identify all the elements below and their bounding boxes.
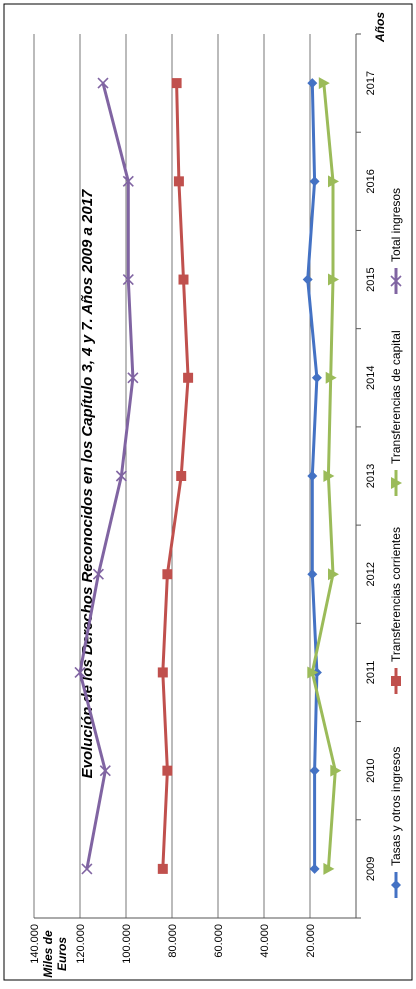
legend-label: Transferencias corrientes <box>389 527 403 662</box>
x-tick-label: 2012 <box>365 562 377 586</box>
legend-swatch-marker <box>391 880 401 890</box>
series-4-point <box>122 175 134 187</box>
series-2-point <box>176 471 187 481</box>
series-3-point <box>307 666 319 679</box>
series-1-point <box>309 765 320 776</box>
legend-label: Transferencias de capital <box>389 330 403 464</box>
series-2-point <box>183 372 194 383</box>
chart-border <box>3 3 413 981</box>
y-axis-label-line2: Euros <box>55 937 69 971</box>
x-tick-label: 2013 <box>365 464 377 488</box>
series-2-point <box>171 78 182 89</box>
series-1-point <box>302 274 313 285</box>
chart-title: Evolución de los Derechos Reconocidos en… <box>79 189 96 778</box>
x-tick-label: 2016 <box>365 169 377 193</box>
series-2-point <box>157 863 168 874</box>
series-4-point <box>92 568 104 580</box>
series-4-point <box>115 470 127 482</box>
y-tick-label: 80.000 <box>167 924 179 958</box>
series-1-point <box>309 863 320 874</box>
y-axis-label: Miles de <box>41 930 55 978</box>
series-1-point <box>307 569 318 580</box>
x-tick-label: 2011 <box>365 661 377 685</box>
series-3-point <box>330 764 342 777</box>
series-4-point <box>99 765 111 777</box>
legend-swatch-marker <box>390 275 402 287</box>
series-3-point <box>328 175 339 188</box>
series-3-point <box>323 470 335 482</box>
series-4-point <box>127 372 139 384</box>
y-tick-label: 140.000 <box>29 924 41 964</box>
series-2-point <box>173 176 184 187</box>
series-4-point <box>74 666 86 679</box>
y-tick-label: 20.000 <box>305 924 317 958</box>
legend-label: Tasas y otros ingresos <box>389 747 403 866</box>
series-4-point <box>81 863 93 875</box>
x-tick-label: 2014 <box>365 366 377 390</box>
series-2-point <box>157 667 168 678</box>
y-tick-label: 100.000 <box>121 924 133 964</box>
series-2-point <box>162 569 173 580</box>
x-axis-label: Años <box>373 12 387 43</box>
x-tick-label: 2009 <box>365 857 377 881</box>
y-tick-label: 120.000 <box>75 924 87 964</box>
x-tick-label: 2010 <box>365 758 377 782</box>
series-2-point <box>162 765 173 776</box>
x-tick-label: 2015 <box>365 267 377 291</box>
series-3-point <box>325 371 337 384</box>
series-3-point <box>323 862 335 875</box>
series-4-point <box>97 77 109 89</box>
y-tick-label: 40.000 <box>259 924 271 958</box>
series-1-point <box>311 372 322 383</box>
legend-swatch-marker <box>391 676 401 686</box>
series-3-point <box>328 568 339 581</box>
y-tick-label: 60.000 <box>213 924 225 958</box>
series-1-point <box>307 471 318 481</box>
legend-label: Total ingresos <box>389 188 403 262</box>
series-1-point <box>307 78 318 89</box>
series-1-point <box>309 176 320 187</box>
x-tick-label: 2017 <box>365 71 377 95</box>
legend-swatch-marker <box>391 477 402 489</box>
series-4-point <box>122 273 134 286</box>
series-3-point <box>328 273 339 286</box>
series-2-point <box>178 274 189 285</box>
series-3-point <box>318 77 330 90</box>
